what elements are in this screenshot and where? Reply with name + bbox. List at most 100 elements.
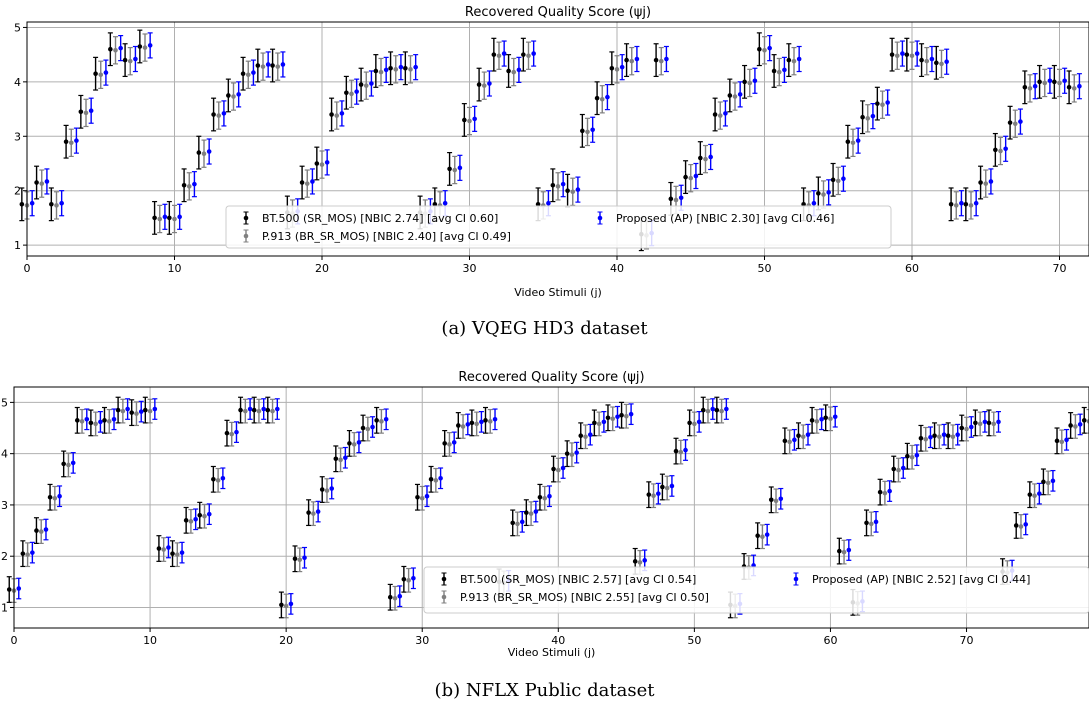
p913-marker bbox=[25, 552, 30, 557]
proposed-marker bbox=[767, 45, 772, 51]
bt500-marker bbox=[1068, 423, 1073, 428]
proposed-marker bbox=[88, 108, 94, 114]
bt500-point-48 bbox=[659, 473, 665, 501]
proposed-marker bbox=[103, 70, 109, 75]
p913-point-70 bbox=[1057, 68, 1062, 98]
p913-marker bbox=[1018, 524, 1024, 529]
p913-point-59 bbox=[894, 41, 900, 70]
p913-marker bbox=[334, 113, 340, 118]
p913-point-41 bbox=[629, 46, 635, 76]
bt500-point-42 bbox=[578, 422, 584, 450]
bt500-marker bbox=[1022, 85, 1028, 90]
bt500-point-48 bbox=[727, 78, 733, 113]
p913-point-69 bbox=[1042, 68, 1048, 98]
bt500-point-55 bbox=[830, 162, 836, 197]
p913-point-4 bbox=[83, 98, 89, 128]
p913-point-26 bbox=[365, 416, 371, 442]
bt500-point-32 bbox=[491, 37, 497, 72]
proposed-point-31 bbox=[438, 467, 444, 490]
bt500-point-40 bbox=[551, 455, 557, 483]
bt500-point-72 bbox=[986, 409, 992, 437]
proposed-point-56 bbox=[855, 127, 861, 154]
proposed-point-22 bbox=[354, 78, 360, 105]
bt500-marker bbox=[428, 476, 434, 482]
proposed-marker bbox=[516, 67, 522, 73]
bt500-marker bbox=[592, 420, 597, 426]
p913-marker bbox=[629, 58, 635, 64]
p913-marker bbox=[202, 513, 207, 519]
proposed-marker bbox=[369, 81, 374, 86]
proposed-marker bbox=[354, 89, 359, 94]
bt500-marker bbox=[594, 95, 600, 101]
bt500-marker bbox=[6, 587, 12, 592]
proposed-marker bbox=[343, 455, 348, 461]
p913-point-60 bbox=[909, 41, 915, 70]
y-tick-label-0: 1 bbox=[14, 239, 21, 252]
p913-point-16 bbox=[229, 421, 235, 447]
chart-b: 0 10 20 30 40 50 60 70 1 2 3 4 5 Recovered Quality Sc… bbox=[1, 370, 1089, 659]
p913-point-68 bbox=[936, 424, 942, 450]
p913-marker bbox=[909, 454, 915, 460]
proposed-point-13 bbox=[193, 508, 199, 531]
p913-marker bbox=[719, 408, 724, 414]
p913-marker bbox=[487, 419, 493, 424]
p913-point-40 bbox=[614, 55, 620, 84]
p913-point-70 bbox=[964, 416, 970, 442]
p913-marker bbox=[365, 426, 371, 432]
proposed-marker bbox=[1037, 491, 1042, 496]
p913-marker bbox=[569, 452, 575, 457]
p913-marker bbox=[747, 80, 753, 86]
proposed-marker bbox=[642, 558, 648, 563]
bt500-marker bbox=[292, 556, 298, 562]
proposed-point-3 bbox=[57, 485, 63, 508]
bt500-marker bbox=[455, 423, 461, 428]
p913-point-34 bbox=[526, 41, 531, 70]
proposed-marker bbox=[811, 200, 817, 206]
proposed-point-37 bbox=[575, 176, 581, 203]
proposed-point-19 bbox=[274, 398, 280, 420]
bt500-point-52 bbox=[786, 43, 792, 78]
proposed-point-0 bbox=[29, 190, 35, 217]
p913-point-48 bbox=[732, 82, 738, 111]
bt500-point-41 bbox=[624, 43, 630, 78]
proposed-marker bbox=[442, 200, 448, 206]
proposed-marker bbox=[1003, 146, 1008, 152]
bt500-marker bbox=[19, 202, 25, 207]
proposed-marker bbox=[1032, 83, 1038, 89]
p913-marker bbox=[215, 478, 221, 483]
p913-point-44 bbox=[610, 406, 616, 432]
bt500-marker bbox=[1027, 492, 1033, 497]
proposed-marker bbox=[601, 419, 607, 425]
p913-point-77 bbox=[1059, 429, 1065, 455]
proposed-point-51 bbox=[781, 56, 787, 84]
p913-marker bbox=[245, 72, 251, 78]
bt500-point-1 bbox=[34, 165, 40, 200]
bt500-point-34 bbox=[520, 37, 526, 72]
bt500-point-26 bbox=[402, 51, 408, 86]
p913-marker bbox=[393, 67, 399, 72]
p913-marker bbox=[311, 511, 316, 516]
proposed-marker bbox=[413, 64, 418, 70]
proposed-point-20 bbox=[288, 593, 294, 615]
proposed-point-62 bbox=[944, 48, 950, 75]
p913-point-63 bbox=[868, 511, 874, 537]
bt500-point-60 bbox=[823, 404, 829, 432]
p913-point-12 bbox=[201, 139, 207, 168]
proposed-point-38 bbox=[533, 500, 539, 523]
proposed-marker bbox=[885, 100, 890, 105]
proposed-point-25 bbox=[398, 54, 404, 81]
proposed-marker bbox=[782, 67, 787, 73]
bt500-marker bbox=[646, 492, 652, 497]
proposed-marker bbox=[546, 200, 551, 206]
proposed-marker bbox=[723, 111, 728, 116]
bt500-point-29 bbox=[401, 565, 407, 593]
bt500-marker bbox=[782, 438, 788, 444]
bt500-marker bbox=[619, 412, 624, 418]
p913-marker bbox=[762, 47, 767, 53]
p913-point-4 bbox=[65, 452, 71, 478]
x-tick-label-1: 10 bbox=[143, 634, 157, 647]
proposed-point-43 bbox=[601, 411, 607, 433]
proposed-marker bbox=[70, 460, 76, 466]
legend-item-bt500: BT.500 (SR_MOS) [NBIC 2.74] [avg CI 0.60… bbox=[243, 211, 498, 225]
proposed-point-32 bbox=[451, 431, 457, 454]
